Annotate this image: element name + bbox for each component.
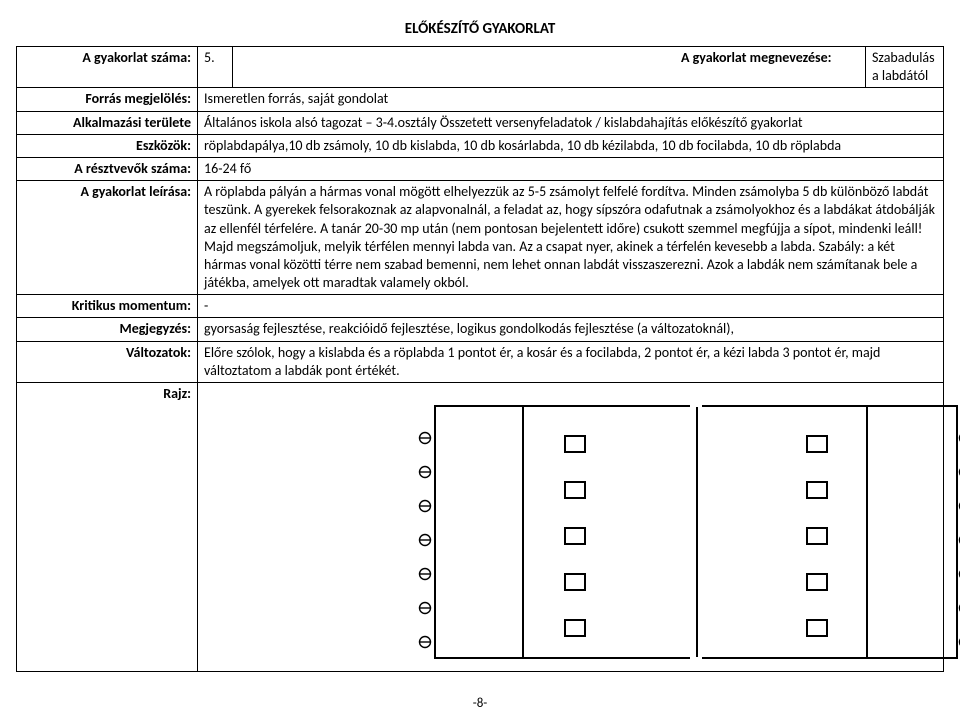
stool-icon	[806, 527, 828, 545]
page-title: ELŐKÉSZÍTŐ GYAKORLAT	[16, 16, 944, 46]
player-icon	[418, 465, 432, 479]
label-valtozatok: Változatok:	[17, 341, 198, 382]
player-icon	[418, 601, 432, 615]
value-forras: Ismeretlen forrás, saját gondolat	[198, 88, 944, 111]
value-megnev: Szabadulás a labdától	[866, 47, 944, 88]
page-number: -8-	[16, 696, 944, 711]
value-valtozatok: Előre szólok, hogy a kislabda és a röpla…	[198, 341, 944, 382]
label-szam: A gyakorlat száma:	[17, 47, 198, 88]
diagram-cell	[198, 383, 944, 672]
value-terulet: Általános iskola alsó tagozat – 3-4.oszt…	[198, 111, 944, 134]
player-icon	[418, 567, 432, 581]
value-kritikus: -	[198, 295, 944, 318]
label-terulet: Alkalmazási területe	[17, 111, 198, 134]
stool-icon	[564, 573, 586, 591]
player-icon	[418, 635, 432, 649]
stool-icon	[564, 435, 586, 453]
label-rajz: Rajz:	[17, 383, 198, 672]
label-eszkozok: Eszközök:	[17, 134, 198, 157]
label-leiras: A gyakorlat leírása:	[17, 181, 198, 295]
stool-icon	[564, 527, 586, 545]
stool-icon	[564, 619, 586, 637]
label-resztvevok: A résztvevők száma:	[17, 157, 198, 180]
player-icon	[418, 499, 432, 513]
stool-icon	[806, 435, 828, 453]
label-kritikus: Kritikus momentum:	[17, 295, 198, 318]
label-forras: Forrás megjelölés:	[17, 88, 198, 111]
label-megjegyzes: Megjegyzés:	[17, 318, 198, 341]
value-resztvevok: 16-24 fő	[198, 157, 944, 180]
label-megnev: A gyakorlat megnevezése:	[675, 47, 866, 88]
player-icon	[418, 533, 432, 547]
value-szam: 5.	[198, 47, 233, 88]
court-diagram	[434, 405, 958, 659]
stool-icon	[564, 481, 586, 499]
exercise-table: A gyakorlat száma: 5. A gyakorlat megnev…	[16, 46, 944, 672]
value-megjegyzes: gyorsaság fejlesztése, reakcióidő fejles…	[198, 318, 944, 341]
stool-icon	[806, 619, 828, 637]
value-eszkozok: röplabdapálya,10 db zsámoly, 10 db kisla…	[198, 134, 944, 157]
stool-icon	[806, 481, 828, 499]
player-icon	[418, 431, 432, 445]
value-leiras: A röplabda pályán a hármas vonal mögött …	[198, 181, 944, 295]
stool-icon	[806, 573, 828, 591]
